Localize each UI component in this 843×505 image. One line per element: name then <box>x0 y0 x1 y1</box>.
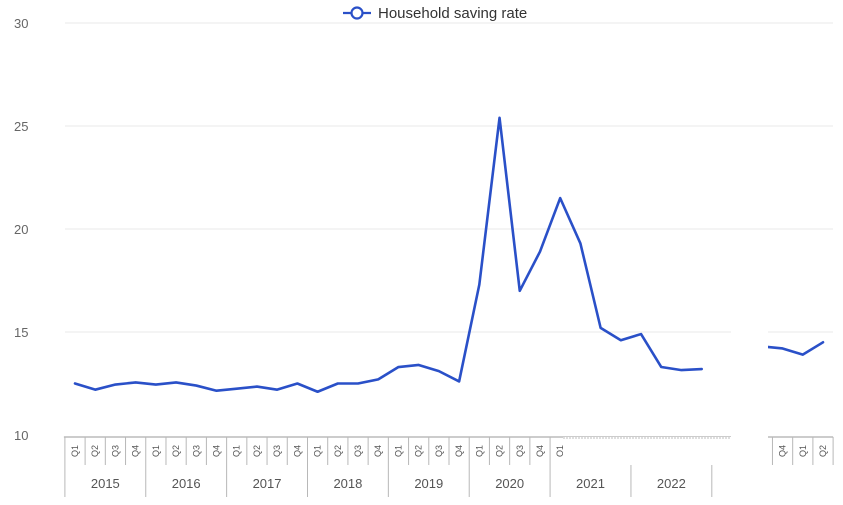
quarter-tick-label: Q1 <box>70 445 80 457</box>
year-tick-label: 2022 <box>657 476 686 491</box>
year-tick-label: 2016 <box>172 476 201 491</box>
quarter-tick-label: Q1 <box>151 445 161 457</box>
blank-region <box>731 300 768 505</box>
year-tick-label: 2017 <box>253 476 282 491</box>
quarter-tick-label: Q1 <box>798 445 808 457</box>
y-tick-label: 30 <box>14 16 28 31</box>
quarter-tick-label: Q2 <box>414 445 424 457</box>
quarter-tick-label: Q4 <box>292 445 302 457</box>
year-tick-label: 2018 <box>333 476 362 491</box>
legend-label: Household saving rate <box>378 5 527 22</box>
year-tick-label: 2015 <box>91 476 120 491</box>
y-tick-label: 10 <box>14 428 28 443</box>
legend-circle-marker <box>350 6 364 20</box>
year-tick-label: 2020 <box>495 476 524 491</box>
blank-region <box>563 437 731 465</box>
quarter-tick-label: Q2 <box>818 445 828 457</box>
x-axis: Q1 Q2 Q3 Q4 Q1 Q2 Q3 Q4 Q1 Q2 Q3 Q4 Q1 Q2 Q3 Q4 Q1 Q2 Q3 Q4… <box>63 300 834 505</box>
quarter-tick-label: Q3 <box>515 445 525 457</box>
year-tick-label: 2021 <box>576 476 605 491</box>
quarter-tick-label: Q1 <box>232 445 242 457</box>
legend[interactable]: Household saving rate <box>343 5 527 22</box>
quarter-tick-label: Q2 <box>333 445 343 457</box>
series-layer <box>73 116 825 394</box>
quarter-tick-label: Q1 <box>393 445 403 457</box>
quarter-tick-label: Q3 <box>272 445 282 457</box>
y-tick-label: 25 <box>14 119 28 134</box>
y-tick-label: 20 <box>14 222 28 237</box>
grid-layer <box>65 22 833 333</box>
quarter-tick-label: Q4 <box>131 445 141 457</box>
quarter-tick-label: Q4 <box>778 445 788 457</box>
quarter-tick-label: Q4 <box>212 445 222 457</box>
quarter-tick-label: Q1 <box>313 445 323 457</box>
quarter-tick-label: Q4 <box>373 445 383 457</box>
series-line-household-saving-rate[interactable] <box>73 116 825 394</box>
quarter-tick-label: Q2 <box>252 445 262 457</box>
year-tick-label: 2019 <box>414 476 443 491</box>
quarter-tick-label: Q1 <box>474 445 484 457</box>
quarter-tick-label: Q3 <box>353 445 363 457</box>
y-axis-ticks: 10 15 20 25 30 <box>14 16 28 443</box>
quarter-tick-label: Q4 <box>535 445 545 457</box>
quarter-tick-label: Q2 <box>90 445 100 457</box>
quarter-tick-label: Q2 <box>495 445 505 457</box>
quarter-tick-label: Q3 <box>191 445 201 457</box>
y-tick-label: 15 <box>14 325 28 340</box>
quarter-tick-label: Q1 <box>555 445 565 457</box>
quarter-tick-label: Q3 <box>110 445 120 457</box>
quarter-tick-label: Q2 <box>171 445 181 457</box>
quarter-tick-label: Q3 <box>434 445 444 457</box>
quarter-tick-label: Q4 <box>454 445 464 457</box>
